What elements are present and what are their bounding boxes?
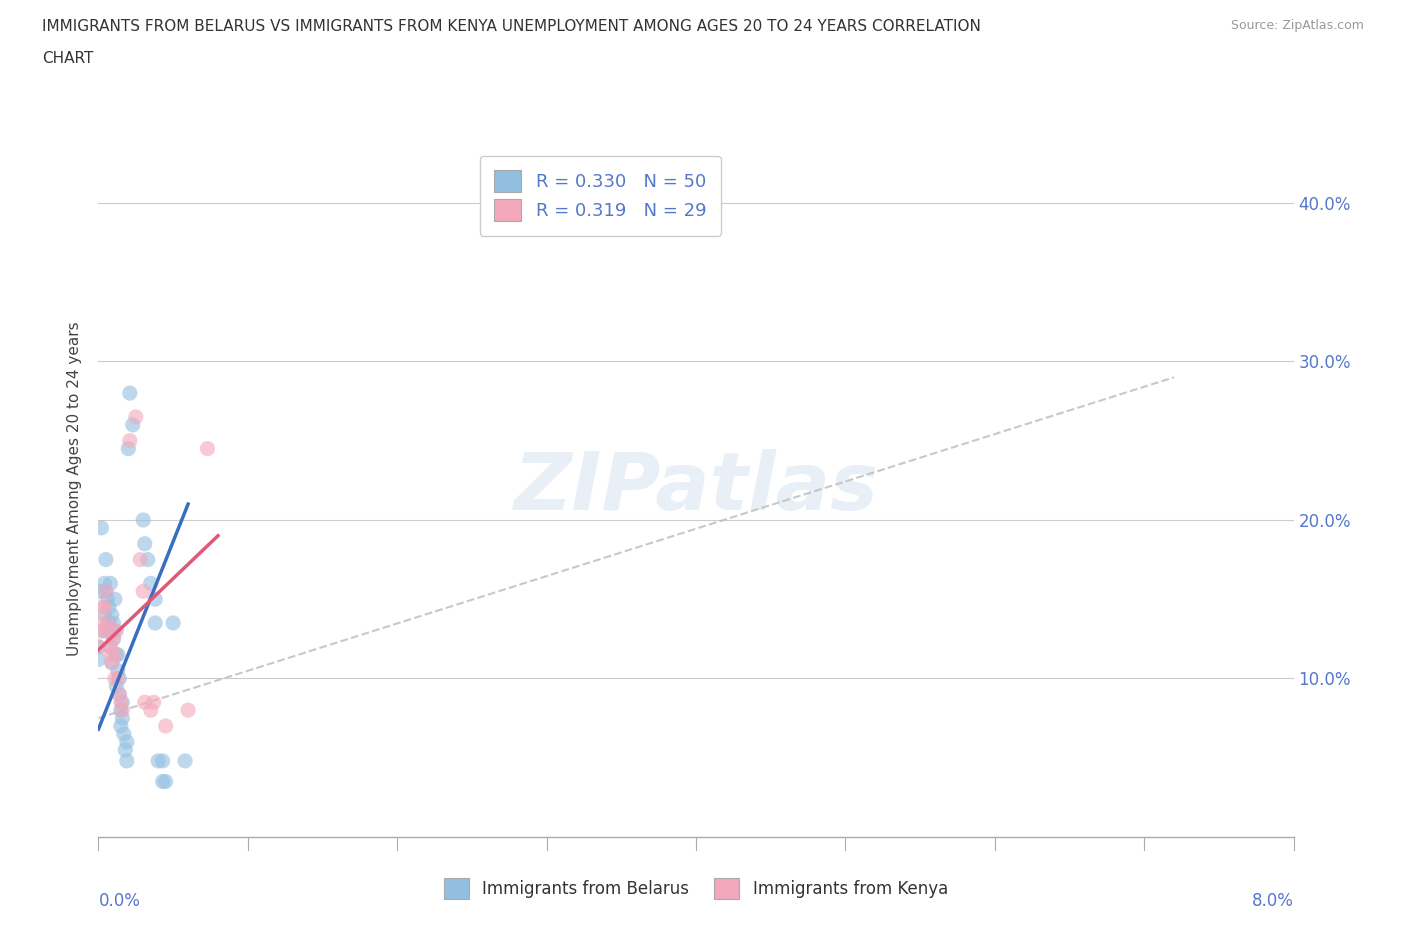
Point xyxy=(104,647,127,662)
Point xyxy=(111,695,134,710)
Point xyxy=(132,584,155,599)
Point xyxy=(134,695,156,710)
Point xyxy=(115,753,138,768)
Point xyxy=(91,600,114,615)
Legend: Immigrants from Belarus, Immigrants from Kenya: Immigrants from Belarus, Immigrants from… xyxy=(437,871,955,906)
Point xyxy=(101,655,124,670)
Point xyxy=(129,552,152,567)
Point xyxy=(134,537,156,551)
Point xyxy=(98,639,122,654)
Point xyxy=(103,616,125,631)
Y-axis label: Unemployment Among Ages 20 to 24 years: Unemployment Among Ages 20 to 24 years xyxy=(67,321,83,656)
Point xyxy=(108,687,131,702)
Point xyxy=(96,623,118,638)
Point xyxy=(105,679,128,694)
Point xyxy=(118,433,141,448)
Point xyxy=(111,703,134,718)
Point xyxy=(103,631,125,646)
Point xyxy=(98,576,122,591)
Point xyxy=(155,719,177,734)
Point xyxy=(98,647,122,662)
Point xyxy=(97,623,120,638)
Point xyxy=(177,703,200,718)
Point xyxy=(174,753,197,768)
Point xyxy=(96,616,118,631)
Point xyxy=(87,639,110,654)
Point xyxy=(112,726,135,741)
Point xyxy=(143,591,166,606)
Point xyxy=(143,616,166,631)
Point xyxy=(89,616,111,631)
Point xyxy=(197,441,219,456)
Point xyxy=(98,639,122,654)
Point xyxy=(132,512,155,527)
Point xyxy=(139,703,162,718)
Point xyxy=(94,584,117,599)
Point xyxy=(107,647,129,662)
Point xyxy=(111,711,134,725)
Point xyxy=(105,647,128,662)
Point xyxy=(115,735,138,750)
Point xyxy=(148,753,170,768)
Point xyxy=(110,695,132,710)
Text: 8.0%: 8.0% xyxy=(1251,893,1294,910)
Point xyxy=(90,521,112,536)
Point xyxy=(93,607,115,622)
Point xyxy=(142,695,165,710)
Text: CHART: CHART xyxy=(42,51,94,66)
Point xyxy=(110,703,132,718)
Point xyxy=(139,576,162,591)
Point xyxy=(110,719,132,734)
Point xyxy=(104,671,127,686)
Point xyxy=(93,576,115,591)
Point xyxy=(87,652,110,667)
Point xyxy=(152,774,174,789)
Point xyxy=(97,616,120,631)
Point xyxy=(162,616,184,631)
Point xyxy=(97,600,120,615)
Point xyxy=(121,418,143,432)
Text: IMMIGRANTS FROM BELARUS VS IMMIGRANTS FROM KENYA UNEMPLOYMENT AMONG AGES 20 TO 2: IMMIGRANTS FROM BELARUS VS IMMIGRANTS FR… xyxy=(42,19,981,33)
Point xyxy=(101,607,124,622)
Point xyxy=(103,631,125,646)
Text: Source: ZipAtlas.com: Source: ZipAtlas.com xyxy=(1230,19,1364,32)
Point xyxy=(94,584,117,599)
Point xyxy=(107,671,129,686)
Point xyxy=(114,742,136,757)
Point xyxy=(96,591,118,606)
Point xyxy=(108,671,131,686)
Point xyxy=(101,655,124,670)
Text: ZIPatlas: ZIPatlas xyxy=(513,449,879,527)
Point xyxy=(155,774,177,789)
Text: 0.0%: 0.0% xyxy=(98,893,141,910)
Point xyxy=(91,623,114,638)
Point xyxy=(93,600,115,615)
Point xyxy=(136,552,159,567)
Point xyxy=(90,623,112,638)
Point xyxy=(152,753,174,768)
Point xyxy=(104,623,127,638)
Point xyxy=(117,441,139,456)
Point xyxy=(108,687,131,702)
Point xyxy=(89,584,111,599)
Point xyxy=(94,552,117,567)
Point xyxy=(104,591,127,606)
Point xyxy=(125,409,148,424)
Point xyxy=(118,386,141,401)
Point xyxy=(107,663,129,678)
Point xyxy=(105,623,128,638)
Point xyxy=(87,639,110,654)
